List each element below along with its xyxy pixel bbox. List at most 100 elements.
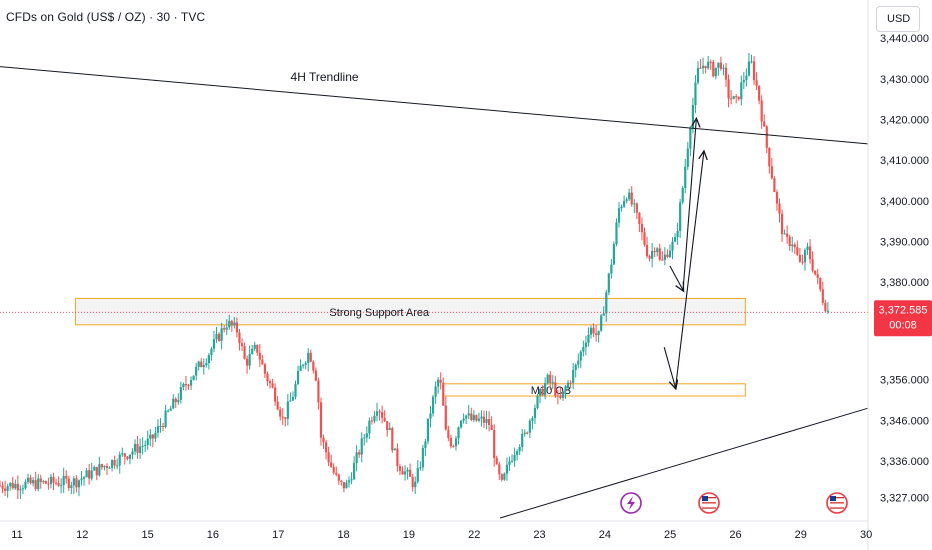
candle-body	[454, 438, 458, 447]
candle-body	[133, 444, 137, 452]
candle-body	[281, 416, 284, 418]
candle-body	[6, 486, 9, 491]
candle-body	[225, 327, 228, 330]
candle-body	[434, 386, 437, 397]
candle-body	[88, 470, 91, 479]
candle-body	[437, 379, 440, 387]
x-tick-label: 24	[599, 529, 611, 541]
candle-body	[54, 482, 58, 484]
candle-body	[589, 327, 593, 335]
candle-body	[724, 67, 728, 80]
candle-body	[128, 454, 132, 459]
projection-arrow	[663, 347, 675, 388]
candle-body	[98, 464, 101, 476]
candle-body	[312, 361, 315, 371]
candle-body	[85, 470, 88, 478]
candle-body	[11, 482, 14, 489]
candle-body	[388, 428, 391, 431]
candle-body	[556, 395, 559, 397]
candle-body	[355, 452, 358, 464]
candle-body	[643, 232, 646, 245]
candle-body	[780, 213, 784, 235]
candle-body	[594, 333, 598, 335]
candle-body	[383, 417, 386, 422]
candle-body	[600, 315, 603, 331]
candle-body	[566, 382, 570, 389]
candle-body	[554, 382, 557, 396]
candle-body	[284, 417, 287, 419]
candle-body	[755, 80, 758, 86]
candle-body	[447, 429, 450, 438]
countdown-value: 00:08	[889, 319, 917, 331]
candle-body	[240, 343, 244, 347]
candle-body	[296, 370, 300, 384]
candle-body	[327, 452, 330, 463]
candle-body	[653, 251, 656, 253]
candle-body	[172, 398, 175, 409]
candle-body	[462, 418, 465, 421]
y-tick-label: 3,346.000	[880, 415, 929, 427]
x-tick-label: 15	[141, 529, 153, 541]
candle-body	[727, 79, 730, 99]
candle-body	[513, 454, 516, 461]
candle-body	[161, 426, 165, 428]
candle-body	[93, 466, 96, 471]
x-tick-label: 25	[664, 529, 676, 541]
candle-body	[363, 437, 366, 439]
candle-body	[470, 413, 473, 420]
candle-body	[154, 432, 157, 439]
last-price-tag	[874, 300, 932, 337]
candle-body	[1, 485, 4, 489]
candle-body	[182, 383, 185, 388]
candle-body	[29, 477, 32, 484]
ob-zone	[442, 383, 746, 397]
candle-body	[118, 454, 121, 466]
candle-body	[663, 254, 666, 260]
candle-body	[584, 342, 587, 347]
candle-body	[207, 355, 210, 364]
candle-body	[778, 203, 781, 214]
candle-body	[668, 250, 672, 257]
candle-body	[444, 405, 447, 430]
candle-body	[174, 398, 177, 403]
candle-body	[431, 396, 435, 414]
candle-body	[602, 313, 605, 316]
candle-body	[814, 270, 817, 275]
chart-title: CFDs on Gold (US$ / OZ) · 30 · TVC	[6, 10, 206, 24]
candle-body	[409, 469, 412, 477]
currency-button[interactable]: USD	[876, 6, 920, 32]
candle-body	[217, 334, 221, 341]
projection-arrow	[669, 265, 683, 290]
y-tick-label: 3,380.000	[880, 277, 929, 289]
candle-body	[337, 474, 340, 481]
candle-body	[291, 396, 295, 401]
candle-body	[202, 365, 205, 368]
candle-body	[126, 456, 129, 459]
candle-body	[324, 442, 328, 453]
y-tick-label: 3,390.000	[880, 236, 929, 248]
candle-body	[617, 208, 621, 223]
candle-body	[449, 437, 452, 447]
candle-body	[253, 344, 256, 349]
candle-body	[274, 387, 277, 402]
candle-body	[485, 419, 488, 423]
candle-body	[816, 274, 819, 278]
candle-body	[189, 379, 193, 386]
candle-body	[826, 310, 830, 312]
candle-body	[195, 366, 198, 376]
candle-body	[482, 416, 486, 423]
candle-body	[197, 361, 200, 367]
candle-body	[136, 444, 139, 453]
candle-body	[574, 364, 577, 370]
candle-body	[546, 374, 549, 384]
candle-body	[322, 437, 325, 443]
candle-body	[510, 460, 514, 462]
candle-body	[3, 488, 7, 491]
candle-body	[806, 246, 809, 250]
candle-body	[521, 433, 524, 447]
candle-body	[156, 426, 160, 433]
candle-body	[421, 448, 424, 468]
candle-body	[612, 244, 616, 265]
